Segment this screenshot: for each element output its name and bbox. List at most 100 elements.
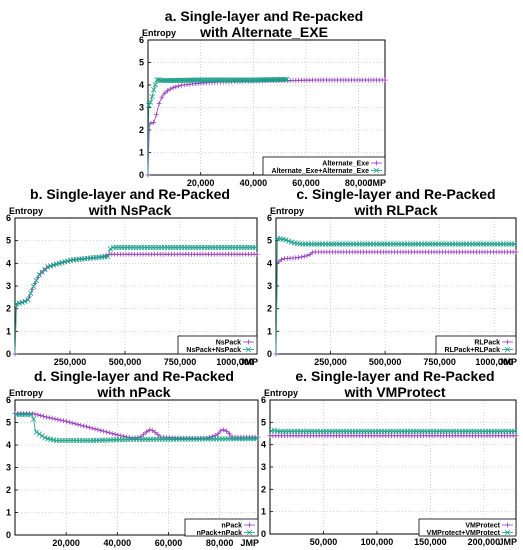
legend-label: nPack+nPack: [197, 530, 242, 537]
data-point: [81, 423, 87, 429]
x-tick-label: 200,000: [468, 537, 501, 547]
data-point: [69, 420, 75, 426]
plus-marker-icon: [505, 339, 510, 345]
y-tick-label: 2: [261, 484, 266, 494]
data-point: [279, 257, 285, 262]
data-point: [44, 414, 49, 420]
data-point: [155, 77, 162, 83]
data-point: [33, 277, 40, 284]
data-point: [153, 112, 159, 117]
plus-marker-icon: [505, 339, 510, 345]
data-point: [151, 87, 157, 93]
data-point: [513, 433, 519, 439]
data-point: [286, 238, 292, 244]
chart-title: e. Single-layer and Re-Packed with VMProt…: [295, 368, 494, 400]
x-tick-label: 750,000: [164, 357, 197, 367]
data-point: [58, 417, 64, 423]
plus-marker-icon: [374, 160, 379, 166]
data-point: [78, 422, 84, 428]
x-marker-icon: [246, 529, 253, 536]
legend-box: [262, 156, 386, 176]
x-axis-unit: JMP: [240, 538, 259, 548]
data-point: [35, 412, 41, 418]
data-point: [46, 415, 52, 421]
x-tick-label: 20,000: [187, 178, 215, 188]
series-nspack-nspack: [13, 244, 259, 355]
chart-title-line: with NsPack: [88, 202, 172, 218]
series-vmprotect: [267, 433, 519, 439]
data-point: [118, 433, 124, 439]
series-alternate-exe: [145, 77, 388, 178]
x-tick-label: 100,000: [361, 537, 394, 547]
data-point: [55, 417, 61, 422]
data-point: [52, 416, 58, 422]
plus-marker-icon: [247, 522, 252, 528]
y-tick-label: 4: [6, 440, 11, 450]
data-point: [179, 82, 184, 88]
x-marker-icon: [504, 529, 511, 536]
y-axis-label: Entropy: [142, 28, 176, 38]
x-tick-label: 50,000: [310, 537, 338, 547]
y-tick-label: 1: [261, 507, 266, 517]
data-point: [162, 90, 168, 96]
y-tick-label: 1: [267, 326, 272, 336]
series-alternate-exe-alternate-exe: [146, 76, 290, 176]
y-tick-label: 3: [139, 103, 144, 113]
x-tick-label: 80,000: [206, 538, 234, 548]
x-tick-label: 40,000: [240, 178, 268, 188]
y-axis-label: Entropy: [270, 206, 304, 216]
chart-title-line: a. Single-layer and Re-packed: [165, 8, 363, 24]
chart-title-line: c. Single-layer and Re-Packed: [296, 186, 495, 202]
data-point: [170, 85, 176, 91]
chart-title-line: d. Single-layer and Re-Packed: [34, 368, 234, 384]
x-axis-unit: JMP: [367, 178, 386, 188]
data-point: [86, 425, 92, 430]
data-point: [176, 83, 182, 89]
data-point: [30, 416, 37, 422]
legend-label: Alternate_Exe: [322, 161, 369, 168]
y-tick-label: 5: [261, 417, 266, 427]
legend-label: nPack: [221, 523, 242, 530]
data-point: [149, 94, 155, 100]
y-tick-label: 0: [6, 530, 11, 540]
x-marker-icon: [504, 529, 511, 536]
data-point: [72, 421, 78, 427]
y-tick-label: 2: [267, 304, 272, 314]
data-point: [109, 431, 115, 436]
data-point: [283, 237, 289, 243]
data-point: [144, 429, 149, 435]
legend-label: RLPack+RLPack: [445, 347, 501, 354]
x-tick-label: 750,000: [423, 357, 456, 367]
plus-marker-icon: [246, 339, 251, 345]
data-point: [215, 431, 221, 437]
data-point: [61, 418, 66, 424]
series-line: [15, 413, 258, 439]
data-point: [38, 413, 44, 418]
data-point: [511, 241, 518, 247]
data-point: [284, 76, 290, 83]
data-point: [30, 283, 37, 290]
x-tick-label: 40,000: [104, 538, 132, 548]
data-point: [92, 426, 98, 432]
data-point: [382, 77, 388, 83]
y-tick-label: 5: [139, 58, 144, 68]
data-point: [149, 427, 155, 433]
data-point: [141, 431, 147, 437]
plus-marker-icon: [505, 522, 510, 528]
y-tick-label: 2: [139, 125, 144, 135]
x-tick-label: 60,000: [292, 178, 320, 188]
chart-title: b. Single-layer and Re-Packed with NsPack: [30, 186, 230, 218]
plus-marker-icon: [505, 522, 510, 528]
y-tick-label: 3: [261, 462, 266, 472]
data-point: [159, 94, 165, 100]
data-point: [22, 298, 28, 304]
chart-title: c. Single-layer and Re-Packed with RLPack: [296, 186, 495, 218]
y-axis-label: Entropy: [9, 206, 43, 216]
x-tick-label: 80,000: [345, 178, 373, 188]
data-point: [84, 424, 89, 430]
data-point: [32, 411, 38, 417]
x-tick-label: 250,000: [314, 357, 347, 367]
